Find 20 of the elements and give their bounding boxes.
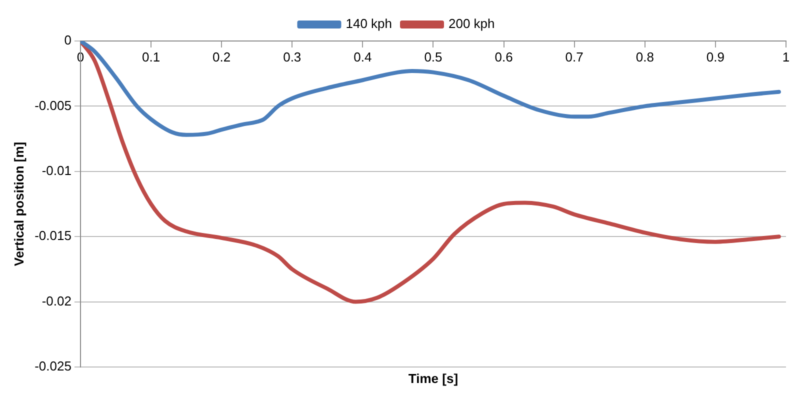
y-tick-label: -0.005 <box>34 98 72 113</box>
x-tick-label: 0.6 <box>494 49 513 64</box>
legend-label: 200 kph <box>448 16 495 32</box>
y-axis-title: Vertical position [m] <box>11 142 26 266</box>
y-tick-label: 0 <box>64 32 72 48</box>
y-tick-label: -0.01 <box>42 162 72 178</box>
y-tick-label: -0.015 <box>34 228 72 244</box>
x-axis-title: Time [s] <box>408 371 458 386</box>
x-tick-label: 0.4 <box>354 49 372 64</box>
x-tick-label: 0.5 <box>424 49 442 64</box>
legend-label: 140 kph <box>346 16 392 32</box>
y-tick-label: -0.025 <box>34 358 72 374</box>
y-tick-label: -0.02 <box>42 293 72 308</box>
x-tick-label: 0.7 <box>565 49 584 64</box>
x-tick-label: 0.2 <box>212 49 231 64</box>
x-tick-label: 0.8 <box>636 49 654 64</box>
x-tick-label: 1 <box>782 49 790 64</box>
x-tick-label: 0.3 <box>283 49 302 64</box>
x-tick-label: 0.9 <box>706 49 724 64</box>
x-tick-label: 0.1 <box>142 49 160 64</box>
